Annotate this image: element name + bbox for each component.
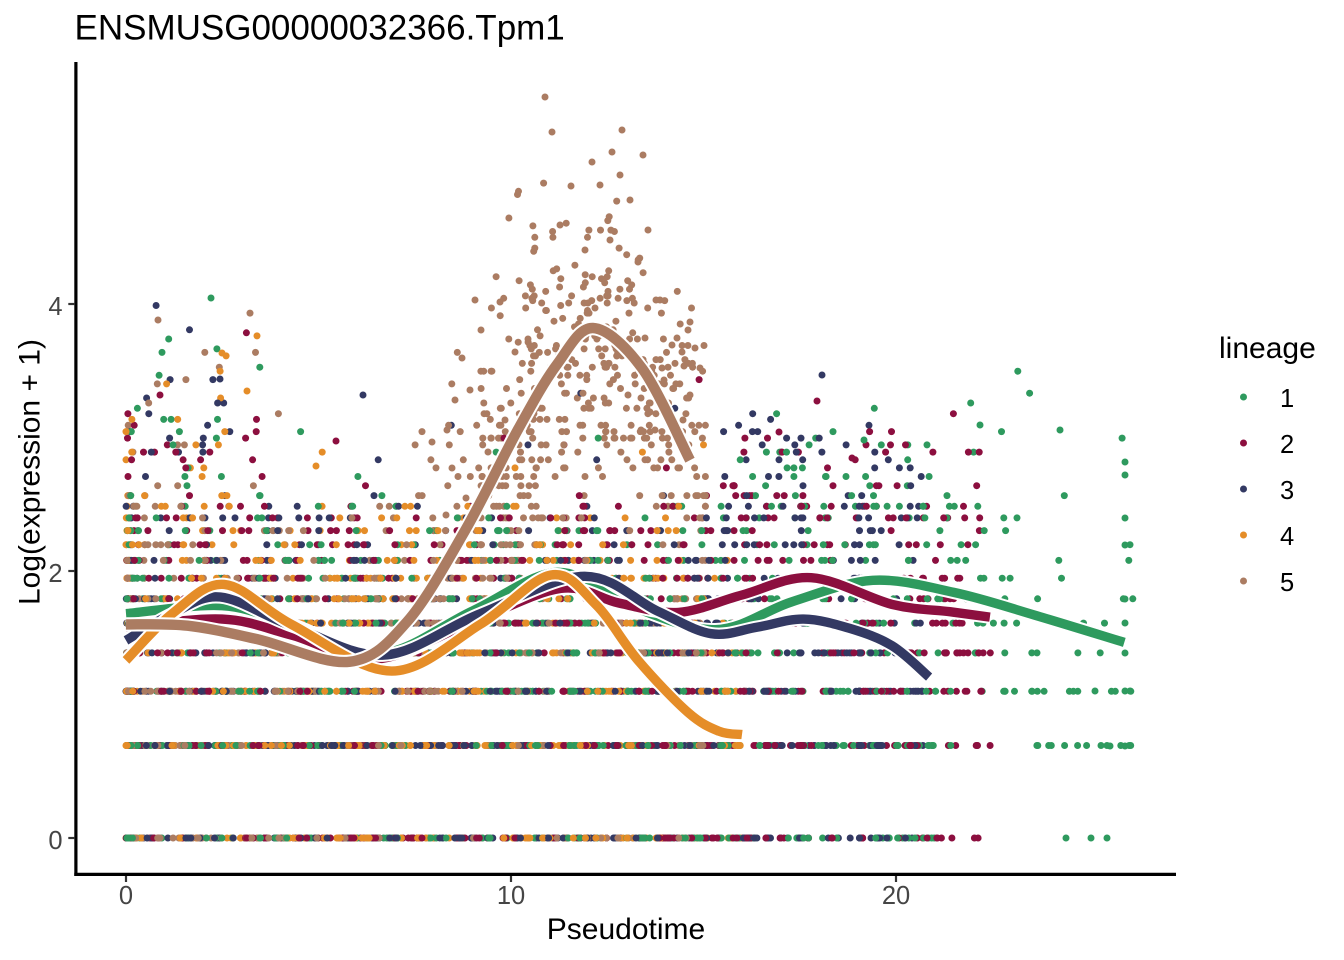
svg-text:0: 0 [48,827,62,855]
svg-text:lineage: lineage [1219,332,1316,365]
svg-text:ENSMUSG00000032366.Tpm1: ENSMUSG00000032366.Tpm1 [75,9,565,48]
svg-text:10: 10 [497,882,525,910]
svg-text:2: 2 [1280,431,1294,459]
svg-text:4: 4 [48,293,62,321]
svg-text:0: 0 [119,882,133,910]
svg-text:1: 1 [1280,385,1294,413]
svg-text:3: 3 [1280,477,1294,505]
svg-text:Pseudotime: Pseudotime [547,913,705,946]
svg-text:Log(expression + 1): Log(expression + 1) [14,339,47,605]
svg-text:2: 2 [48,560,62,588]
svg-text:5: 5 [1280,569,1294,597]
svg-text:20: 20 [882,882,910,910]
svg-text:4: 4 [1280,523,1294,551]
